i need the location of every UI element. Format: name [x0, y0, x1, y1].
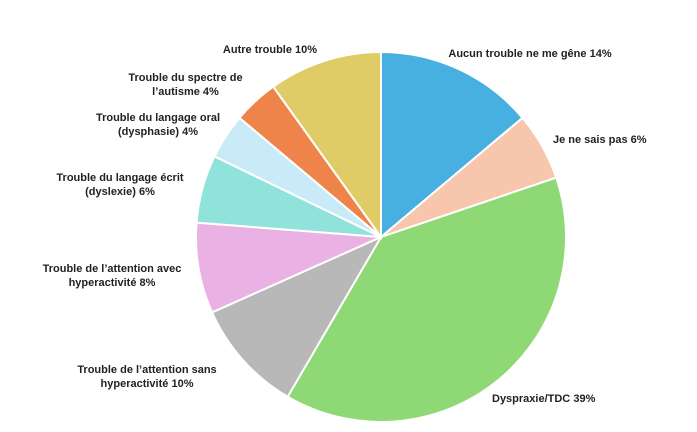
- pie-slice: [271, 50, 382, 241]
- category-name: Je ne sais pas: [553, 134, 628, 146]
- value-label: 10%: [295, 44, 318, 56]
- value-label: 4%: [182, 126, 199, 138]
- value-label: 4%: [202, 86, 219, 98]
- category-name: Trouble du langage écrit (dyslexie): [56, 172, 184, 198]
- value-label: 8%: [139, 277, 156, 289]
- slice-label: Trouble du langage oral (dysphasie) 4%: [88, 111, 228, 139]
- slice-label: Trouble du spectre de l’autisme 4%: [118, 71, 253, 99]
- category-name: Dyspraxie/TDC: [492, 393, 571, 405]
- category-name: Trouble du spectre de l’autisme: [128, 72, 243, 98]
- pie-slice: [210, 234, 384, 399]
- slice-label: Trouble du langage écrit (dyslexie) 6%: [50, 171, 190, 199]
- slice-label: Trouble de l’attention sans hyperactivit…: [72, 363, 222, 391]
- slice-label: Trouble de l’attention avec hyperactivit…: [32, 262, 192, 290]
- pie-slice: [195, 221, 382, 314]
- category-name: Trouble de l’attention sans hyperactivit…: [77, 364, 217, 390]
- value-label: 6%: [630, 134, 647, 146]
- pie-slice: [380, 50, 524, 240]
- slice-label: Je ne sais pas 6%: [553, 133, 663, 147]
- value-label: 14%: [589, 48, 612, 60]
- pie-slice: [286, 176, 567, 423]
- value-label: 39%: [573, 393, 596, 405]
- slice-label: Autre trouble 10%: [200, 43, 340, 57]
- slice-label: Aucun trouble ne me gêne 14%: [445, 47, 615, 61]
- value-label: 10%: [171, 378, 194, 390]
- category-name: Autre trouble: [222, 44, 292, 56]
- category-name: Trouble de l’attention avec hyperactivit…: [42, 263, 182, 289]
- category-name: Trouble du langage oral (dysphasie): [95, 112, 221, 138]
- slice-label: Dyspraxie/TDC 39%: [492, 392, 622, 406]
- value-label: 6%: [138, 186, 155, 198]
- category-name: Aucun trouble ne me gêne: [448, 48, 587, 60]
